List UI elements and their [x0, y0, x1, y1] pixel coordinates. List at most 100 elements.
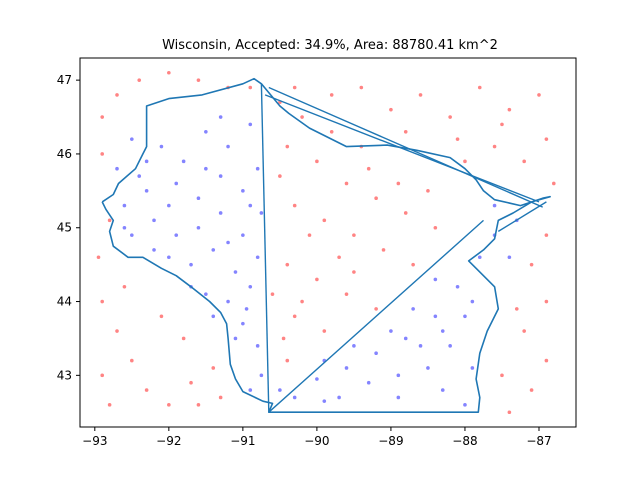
- accepted-point: [130, 233, 134, 237]
- accepted-point: [181, 159, 186, 164]
- rejected-point: [122, 284, 127, 289]
- y-tick-label: 43: [57, 368, 72, 382]
- accepted-point: [152, 248, 156, 252]
- accepted-point: [241, 189, 245, 193]
- rejected-point: [270, 292, 275, 296]
- rejected-point: [315, 277, 319, 282]
- rejected-point: [551, 181, 556, 186]
- accepted-point: [418, 344, 423, 348]
- rejected-point: [507, 410, 512, 415]
- accepted-point: [433, 314, 438, 319]
- accepted-point: [248, 122, 253, 127]
- x-tick-label: −92: [156, 434, 181, 448]
- rejected-point: [196, 403, 201, 407]
- accepted-point: [218, 211, 223, 215]
- rejected-point: [529, 388, 534, 392]
- rejected-point: [352, 233, 356, 237]
- accepted-point: [492, 203, 497, 208]
- rejected-point: [389, 107, 393, 112]
- y-tick-label: 45: [57, 221, 72, 235]
- rejected-point: [344, 181, 349, 186]
- accepted-point: [144, 189, 149, 193]
- rejected-point: [544, 358, 549, 363]
- accepted-point: [255, 255, 260, 260]
- rejected-point: [211, 366, 216, 370]
- accepted-point: [440, 329, 445, 333]
- rejected-point: [374, 307, 378, 311]
- y-tick-label: 47: [57, 73, 72, 87]
- wisconsin-boundary: [101, 77, 551, 413]
- boundary-segment: [268, 219, 484, 413]
- accepted-point: [204, 130, 208, 134]
- rejected-point: [107, 218, 112, 223]
- accepted-point: [259, 373, 264, 378]
- accepted-point: [211, 314, 216, 319]
- accepted-point: [226, 144, 230, 149]
- accepted-point: [174, 233, 179, 237]
- accepted-point: [477, 255, 482, 260]
- accepted-point: [196, 196, 201, 201]
- rejected-point: [322, 218, 327, 223]
- accepted-point: [374, 351, 378, 356]
- rejected-point: [100, 115, 105, 119]
- rejected-point: [337, 255, 341, 260]
- x-tick-label: −91: [230, 434, 255, 448]
- accepted-point: [448, 344, 452, 348]
- rejected-point: [492, 144, 497, 149]
- accepted-point: [248, 284, 253, 289]
- rejected-point: [300, 299, 304, 304]
- accepted-point: [470, 299, 475, 304]
- accepted-point: [322, 399, 327, 403]
- x-tick-label: −88: [452, 434, 477, 448]
- accepted-point: [167, 255, 171, 260]
- rejected-point: [167, 403, 171, 407]
- rejected-point: [396, 181, 401, 186]
- rejected-point: [418, 93, 423, 97]
- rejected-point: [278, 174, 282, 178]
- rejected-point: [448, 115, 452, 119]
- rejected-point: [285, 358, 290, 363]
- accepted-point: [344, 366, 349, 370]
- boundary-segment: [260, 83, 270, 413]
- rejected-point: [107, 403, 112, 407]
- accepted-point: [144, 159, 149, 164]
- accepted-point: [292, 395, 297, 400]
- accepted-point: [396, 395, 401, 400]
- rejected-point: [500, 373, 504, 378]
- accepted-point: [204, 166, 208, 171]
- accepted-point: [352, 344, 356, 348]
- accepted-point: [167, 203, 171, 208]
- accepted-point: [455, 284, 460, 289]
- accepted-point: [463, 314, 467, 319]
- rejected-point: [167, 70, 171, 75]
- rejected-point: [285, 144, 290, 149]
- rejected-point: [529, 262, 534, 267]
- rejected-point: [300, 115, 304, 119]
- rejected-point: [285, 262, 290, 267]
- rejected-point: [96, 255, 101, 260]
- accepted-point: [233, 270, 238, 274]
- rejected-point: [411, 262, 415, 267]
- accepted-point: [122, 203, 127, 208]
- accepted-point: [174, 181, 179, 186]
- x-tick-label: −87: [526, 434, 551, 448]
- accepted-point: [248, 203, 253, 208]
- rejected-point: [522, 159, 526, 164]
- rejected-point: [100, 299, 105, 304]
- accepted-points: [115, 115, 519, 407]
- accepted-point: [122, 225, 127, 230]
- rejected-point: [522, 329, 526, 333]
- accepted-point: [137, 174, 142, 178]
- rejected-point: [544, 233, 549, 237]
- y-axis: 43 44 45 46 47: [57, 73, 80, 382]
- rejected-point: [100, 152, 105, 156]
- accepted-point: [218, 174, 223, 178]
- rejected-point: [514, 307, 519, 311]
- accepted-point: [226, 240, 230, 245]
- rejected-point: [181, 336, 186, 341]
- accepted-point: [411, 307, 415, 311]
- rejected-point: [189, 380, 193, 385]
- accepted-point: [470, 366, 475, 370]
